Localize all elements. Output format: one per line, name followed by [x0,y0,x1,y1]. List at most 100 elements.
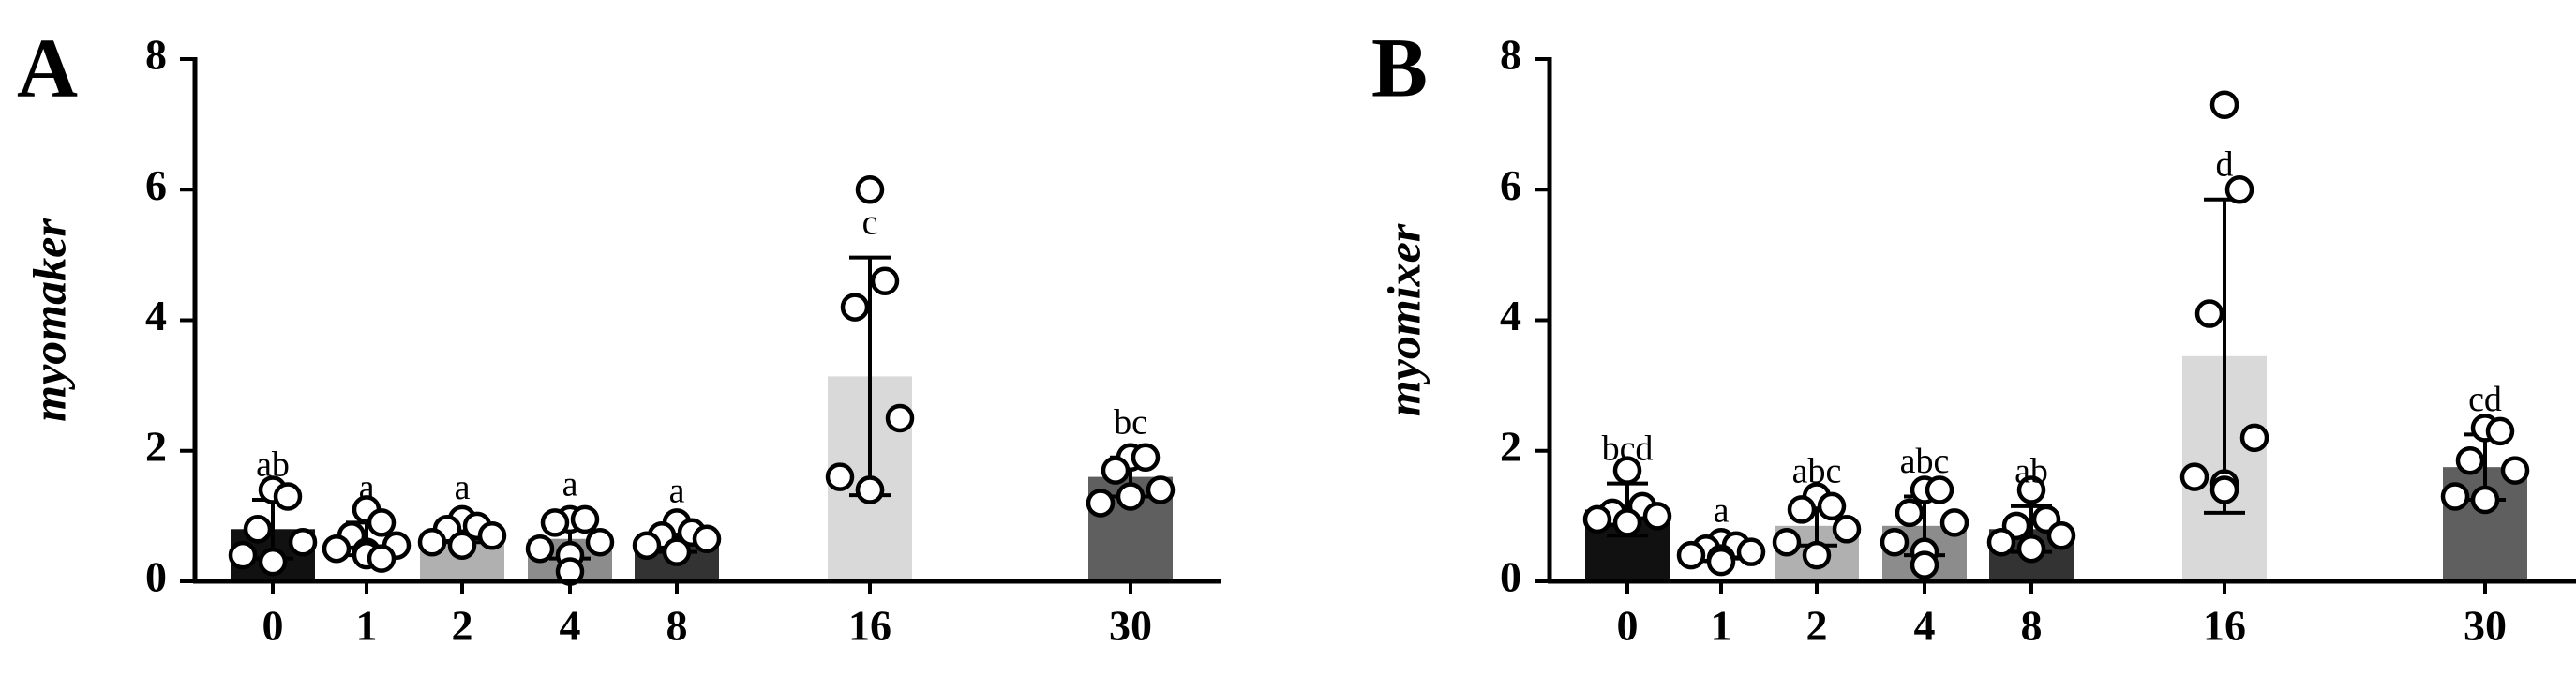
data-point [2209,90,2239,119]
data-point [2209,475,2239,504]
data-point [1986,527,2016,557]
data-point [2016,534,2046,564]
data-point [840,293,870,322]
x-tick-label: 2 [1806,602,1828,650]
data-point [1676,540,1706,570]
data-point [447,531,477,560]
data-point [1582,504,1612,534]
data-point [1939,508,1969,537]
data-point [1787,495,1817,524]
data-point [2016,475,2046,504]
data-point [2440,482,2470,511]
x-tick-label: 8 [2021,602,2043,650]
data-point [825,462,855,491]
data-point [2500,456,2530,485]
x-tick-label: 16 [2203,602,2246,650]
x-tick-label: 8 [666,602,688,650]
data-point [1116,482,1146,511]
x-tick-label: 1 [356,602,378,650]
x-tick-label: 0 [1617,602,1639,650]
x-tick-label: 30 [2464,602,2507,650]
data-point [1895,498,1925,528]
significance-label: c [862,203,878,242]
significance-label: abc [1792,452,1842,491]
y-tick-label: 8 [1500,31,1521,79]
data-point [570,504,600,534]
data-point [2455,445,2485,475]
y-axis-label: myomixer [1377,223,1430,416]
data-point [1086,489,1116,518]
significance-label: ab [2014,452,2048,491]
data-point [2485,416,2515,446]
panel-label: B [1371,23,1428,115]
y-tick-label: 0 [145,553,167,601]
data-point [1736,537,1766,566]
data-point [870,266,900,295]
data-point [258,547,288,577]
data-point [228,540,258,570]
x-tick-label: 4 [1914,602,1936,650]
y-tick-label: 4 [145,292,167,339]
data-point [1910,550,1939,579]
data-point [1612,508,1642,537]
data-point [1146,475,1176,504]
y-tick-label: 8 [145,31,167,79]
x-tick-label: 2 [452,602,473,650]
significance-label: a [562,465,578,504]
data-point [2239,423,2269,453]
data-point [662,537,692,566]
x-tick-label: 4 [560,602,581,650]
x-tick-label: 16 [848,602,891,650]
data-point [855,475,885,504]
x-tick-label: 30 [1109,602,1152,650]
data-point [367,508,397,537]
data-point [1802,540,1832,570]
y-tick-label: 6 [1500,161,1521,209]
data-point [1642,502,1672,531]
data-point [2194,299,2224,328]
significance-label: bc [1114,402,1147,442]
data-point [1880,527,1910,557]
data-point [885,403,915,433]
y-tick-label: 4 [1500,292,1521,339]
data-point [692,524,722,553]
significance-label: cd [2468,380,2502,419]
data-point [1612,456,1642,485]
data-point [2224,175,2254,204]
y-axis-label: myomaker [22,218,75,422]
data-point [477,521,507,550]
data-point [367,544,397,573]
data-point [585,527,615,557]
significance-label: a [359,468,375,507]
x-tick-label: 1 [1711,602,1732,650]
significance-label: ab [256,445,290,485]
significance-label: a [1714,490,1730,530]
data-point [2179,462,2209,491]
data-point [1772,527,1802,557]
significance-label: bcd [1602,429,1654,468]
data-point [417,527,447,557]
data-point [1131,443,1161,472]
data-point [1817,491,1847,521]
data-point [1925,475,1954,504]
data-point [1101,456,1131,485]
data-point [855,175,885,204]
data-point [1832,515,1862,544]
data-point [1706,547,1736,577]
data-point [2046,521,2076,550]
significance-label: abc [1900,442,1950,481]
significance-label: a [669,472,685,511]
panel-label: A [17,23,78,115]
x-tick-label: 0 [262,602,284,650]
y-tick-label: 6 [145,161,167,209]
data-point [322,534,352,564]
y-tick-label: 0 [1500,553,1521,601]
data-point [632,531,662,560]
y-tick-label: 2 [145,422,167,470]
data-point [525,534,555,564]
significance-label: d [2216,144,2234,184]
data-point [2470,485,2500,515]
data-point [273,482,303,511]
data-point [288,527,318,557]
significance-label: a [455,468,471,507]
